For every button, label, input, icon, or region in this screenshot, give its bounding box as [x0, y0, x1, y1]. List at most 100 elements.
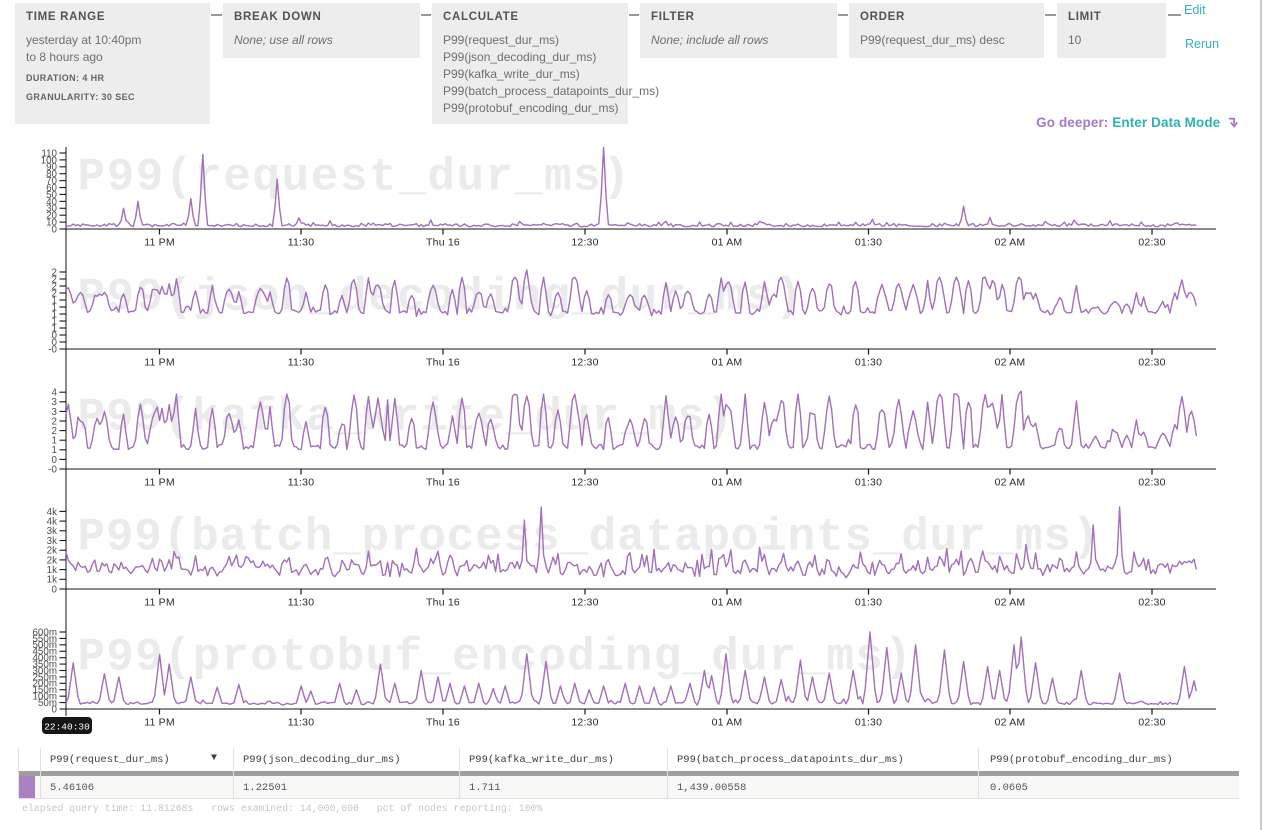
svg-text:1: 1 — [52, 436, 57, 447]
svg-text:1: 1 — [52, 309, 57, 320]
svg-text:Thu 16: Thu 16 — [426, 237, 460, 249]
svg-text:01 AM: 01 AM — [712, 357, 743, 369]
svg-text:1k: 1k — [47, 565, 57, 576]
svg-text:02:30: 02:30 — [1138, 477, 1165, 489]
svg-text:01:30: 01:30 — [855, 477, 882, 489]
svg-text:P99(json_decoding_dur_ms): P99(json_decoding_dur_ms) — [78, 272, 804, 324]
svg-text:30: 30 — [46, 204, 57, 215]
svg-text:-0: -0 — [48, 464, 57, 475]
svg-text:01:30: 01:30 — [855, 597, 882, 609]
svg-text:3k: 3k — [47, 536, 57, 547]
svg-text:80: 80 — [46, 169, 57, 180]
svg-text:250m: 250m — [32, 672, 57, 683]
svg-text:2: 2 — [52, 416, 57, 427]
svg-text:02:30: 02:30 — [1138, 237, 1165, 249]
svg-text:1k: 1k — [47, 575, 57, 586]
svg-text:2: 2 — [52, 288, 57, 299]
svg-text:0: 0 — [52, 455, 58, 466]
svg-text:11:30: 11:30 — [288, 597, 315, 609]
svg-text:2: 2 — [52, 267, 57, 278]
svg-text:110: 110 — [41, 148, 57, 159]
svg-text:02 AM: 02 AM — [995, 477, 1026, 489]
svg-text:3: 3 — [52, 397, 58, 408]
svg-text:01:30: 01:30 — [855, 237, 882, 249]
svg-text:3k: 3k — [47, 526, 57, 537]
svg-text:11 PM: 11 PM — [144, 477, 175, 489]
svg-text:10: 10 — [46, 217, 57, 228]
svg-text:400m: 400m — [32, 653, 57, 664]
svg-text:60: 60 — [46, 183, 57, 194]
svg-text:4k: 4k — [47, 517, 57, 528]
svg-text:Thu 16: Thu 16 — [426, 717, 460, 729]
svg-text:01 AM: 01 AM — [712, 597, 743, 609]
svg-text:12:30: 12:30 — [571, 597, 598, 609]
svg-text:4k: 4k — [47, 507, 57, 518]
svg-text:Thu 16: Thu 16 — [426, 477, 460, 489]
svg-text:0: 0 — [52, 584, 58, 595]
svg-text:02:30: 02:30 — [1138, 717, 1165, 729]
svg-text:1: 1 — [52, 445, 57, 456]
svg-text:0: 0 — [52, 224, 58, 235]
svg-text:02 AM: 02 AM — [995, 597, 1026, 609]
svg-text:01:30: 01:30 — [855, 357, 882, 369]
svg-text:12:30: 12:30 — [571, 357, 598, 369]
svg-text:2: 2 — [52, 274, 57, 285]
svg-text:02 AM: 02 AM — [995, 357, 1026, 369]
svg-text:02:30: 02:30 — [1138, 357, 1165, 369]
svg-text:01:30: 01:30 — [855, 717, 882, 729]
svg-text:0: 0 — [52, 704, 58, 715]
svg-text:50m: 50m — [38, 698, 57, 709]
svg-text:90: 90 — [46, 162, 57, 173]
svg-text:12:30: 12:30 — [571, 717, 598, 729]
svg-text:20: 20 — [46, 211, 57, 222]
svg-text:500m: 500m — [32, 640, 57, 651]
svg-text:11:30: 11:30 — [288, 717, 315, 729]
svg-text:P99(protobuf_encoding_dur_ms): P99(protobuf_encoding_dur_ms) — [78, 632, 913, 684]
svg-text:450m: 450m — [32, 647, 57, 658]
svg-text:12:30: 12:30 — [571, 237, 598, 249]
svg-text:02 AM: 02 AM — [995, 237, 1026, 249]
svg-text:01 AM: 01 AM — [712, 477, 743, 489]
svg-text:550m: 550m — [32, 634, 57, 645]
svg-text:01 AM: 01 AM — [712, 717, 743, 729]
svg-text:2k: 2k — [47, 546, 57, 557]
svg-text:4: 4 — [52, 388, 58, 399]
svg-text:1: 1 — [52, 295, 57, 306]
svg-text:Thu 16: Thu 16 — [426, 597, 460, 609]
svg-text:11:30: 11:30 — [288, 237, 315, 249]
svg-text:2: 2 — [52, 281, 57, 292]
svg-text:1: 1 — [52, 323, 57, 334]
svg-text:11 PM: 11 PM — [144, 357, 175, 369]
svg-text:40: 40 — [46, 197, 57, 208]
svg-text:1: 1 — [52, 316, 57, 327]
svg-text:11 PM: 11 PM — [144, 237, 175, 249]
svg-text:600m: 600m — [32, 627, 57, 638]
svg-text:P99(request_dur_ms): P99(request_dur_ms) — [78, 152, 632, 204]
svg-text:11:30: 11:30 — [288, 477, 315, 489]
svg-text:12:30: 12:30 — [571, 477, 598, 489]
svg-text:-0: -0 — [48, 344, 57, 355]
svg-text:01 AM: 01 AM — [712, 237, 743, 249]
svg-text:70: 70 — [46, 176, 57, 187]
svg-text:150m: 150m — [32, 685, 57, 696]
svg-text:50: 50 — [46, 190, 57, 201]
svg-text:350m: 350m — [32, 659, 57, 670]
svg-text:2k: 2k — [47, 555, 57, 566]
svg-text:22:40:30: 22:40:30 — [44, 722, 90, 733]
svg-text:3: 3 — [52, 407, 58, 418]
svg-text:11 PM: 11 PM — [144, 597, 175, 609]
svg-text:2: 2 — [52, 426, 57, 437]
svg-text:11:30: 11:30 — [288, 357, 315, 369]
svg-text:0: 0 — [52, 337, 58, 348]
svg-text:200m: 200m — [32, 679, 57, 690]
svg-text:11 PM: 11 PM — [144, 717, 175, 729]
svg-text:Thu 16: Thu 16 — [426, 357, 460, 369]
svg-text:02:30: 02:30 — [1138, 597, 1165, 609]
svg-text:1: 1 — [52, 302, 57, 313]
svg-text:0: 0 — [52, 330, 58, 341]
svg-text:100m: 100m — [32, 692, 57, 703]
svg-text:100: 100 — [41, 155, 58, 166]
svg-text:300m: 300m — [32, 666, 57, 677]
svg-text:02 AM: 02 AM — [995, 717, 1026, 729]
svg-text:P99(batch_process_datapoints_d: P99(batch_process_datapoints_dur_ms) — [78, 512, 1101, 564]
